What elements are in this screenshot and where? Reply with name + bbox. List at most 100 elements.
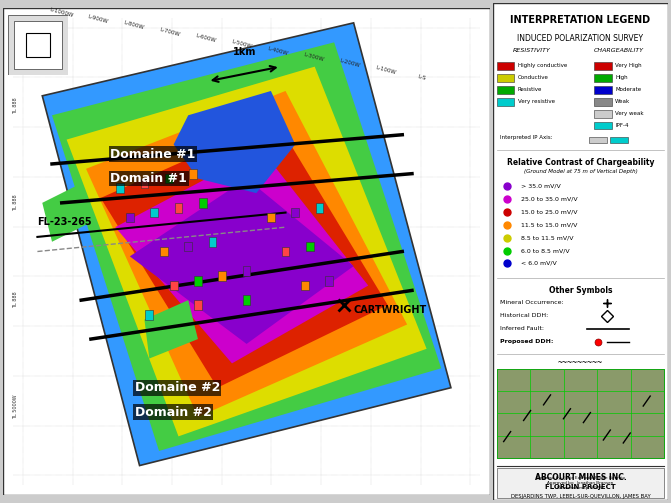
Bar [282, 246, 289, 257]
Text: L-100W: L-100W [375, 65, 397, 75]
Text: L-600W: L-600W [195, 33, 217, 43]
Bar [325, 276, 333, 286]
Text: L-S: L-S [417, 74, 426, 81]
Text: TL 5000W: TL 5000W [13, 395, 18, 420]
Text: Relative Contrast of Chargeability: Relative Contrast of Chargeability [507, 158, 654, 167]
Text: Mineral Occurrence:: Mineral Occurrence: [500, 300, 564, 305]
Text: Domain #2: Domain #2 [135, 405, 211, 418]
Bar [199, 198, 207, 208]
Text: 11.5 to 15.0 mV/V: 11.5 to 15.0 mV/V [521, 222, 578, 227]
Bar [315, 203, 323, 213]
Polygon shape [42, 23, 451, 466]
Polygon shape [144, 300, 198, 359]
Bar [194, 276, 202, 286]
Text: FL-23-265: FL-23-265 [38, 217, 92, 227]
Bar [165, 174, 172, 184]
Text: Highly conductive: Highly conductive [517, 63, 567, 68]
Bar [160, 246, 168, 257]
Text: CARTWRIGHT: CARTWRIGHT [354, 305, 427, 315]
Bar [497, 74, 514, 81]
Text: INDUCED POLARIZATION SURVEY: INDUCED POLARIZATION SURVEY [517, 34, 643, 43]
Bar [243, 295, 250, 305]
Text: 8.5 to 11.5 mV/V: 8.5 to 11.5 mV/V [521, 235, 574, 240]
Bar [189, 169, 197, 179]
Polygon shape [174, 91, 295, 193]
Text: ABCOURT MINES INC.: ABCOURT MINES INC. [535, 473, 626, 482]
Text: L-200W: L-200W [339, 58, 360, 68]
Polygon shape [66, 66, 427, 437]
Text: L-800W: L-800W [123, 21, 144, 31]
Text: TL 888: TL 888 [13, 195, 18, 211]
Polygon shape [101, 120, 388, 388]
Text: Prepared by:  Josie Edwards, Fidore Georgio
Approved by:  Jonathan Bransen
Refer: Prepared by: Josie Edwards, Fidore Georg… [536, 476, 625, 489]
Text: (Ground Model at 75 m of Vertical Depth): (Ground Model at 75 m of Vertical Depth) [523, 169, 637, 174]
Text: IPF-4: IPF-4 [615, 123, 629, 128]
Text: L-500W: L-500W [231, 39, 252, 50]
Bar [595, 110, 612, 118]
Bar [595, 74, 612, 81]
Text: < 6.0 mV/V: < 6.0 mV/V [521, 261, 557, 266]
Text: 1km: 1km [232, 47, 256, 57]
Bar [126, 213, 134, 222]
Text: Weak: Weak [615, 99, 631, 104]
Bar [243, 266, 250, 276]
Text: 25.0 to 35.0 mV/V: 25.0 to 35.0 mV/V [521, 196, 578, 201]
Polygon shape [42, 184, 91, 242]
Text: Interpreted IP Axis:: Interpreted IP Axis: [500, 135, 553, 140]
Bar [497, 98, 514, 106]
Bar [497, 468, 664, 498]
Text: L-400W: L-400W [267, 46, 289, 56]
Text: TL 888: TL 888 [13, 97, 18, 114]
Bar [267, 213, 275, 222]
Bar [589, 137, 607, 143]
Bar [595, 62, 612, 70]
Text: Other Symbols: Other Symbols [549, 286, 612, 295]
Polygon shape [52, 42, 442, 451]
Bar [595, 122, 612, 129]
Bar [26, 33, 50, 57]
Text: 15.0 to 25.0 mV/V: 15.0 to 25.0 mV/V [521, 209, 578, 214]
Bar [209, 237, 217, 246]
Bar [14, 21, 62, 69]
Text: L-300W: L-300W [303, 52, 325, 62]
Bar [306, 242, 314, 252]
Text: L-1000W: L-1000W [49, 7, 74, 18]
Bar [150, 208, 158, 217]
Text: Inferred Fault:: Inferred Fault: [500, 326, 544, 330]
Text: INTERPRETATION LEGEND: INTERPRETATION LEGEND [511, 15, 650, 25]
Bar [194, 300, 202, 310]
Bar [185, 242, 192, 252]
Bar [497, 369, 664, 458]
Text: Resistive: Resistive [517, 87, 542, 92]
Text: DESJARDINS TWP, LEBEL-SUR-QUEVILLON, JAMES BAY: DESJARDINS TWP, LEBEL-SUR-QUEVILLON, JAM… [511, 494, 650, 499]
Text: FLORDIN PROJECT: FLORDIN PROJECT [545, 484, 616, 490]
Bar [497, 86, 514, 94]
Text: Historical DDH:: Historical DDH: [500, 313, 548, 318]
Text: TL 888: TL 888 [13, 292, 18, 308]
Text: Domaine #2: Domaine #2 [135, 381, 220, 394]
Polygon shape [86, 91, 407, 417]
Text: Proposed DDH:: Proposed DDH: [500, 339, 554, 344]
Text: Domain #1: Domain #1 [110, 172, 187, 185]
Bar [610, 137, 627, 143]
Text: CHARGEABILITY: CHARGEABILITY [594, 48, 644, 53]
Text: ~~~~~~~~~: ~~~~~~~~~ [558, 359, 603, 368]
Text: Very resistive: Very resistive [517, 99, 555, 104]
Bar [595, 86, 612, 94]
Text: > 35.0 mV/V: > 35.0 mV/V [521, 183, 561, 188]
Bar [497, 62, 514, 70]
Text: L-900W: L-900W [87, 14, 109, 24]
Text: Moderate: Moderate [615, 87, 641, 92]
Bar [116, 184, 124, 193]
Text: Conductive: Conductive [517, 75, 548, 80]
Text: High: High [615, 75, 628, 80]
Bar [301, 281, 309, 290]
Bar [146, 310, 153, 319]
Bar [218, 271, 226, 281]
Polygon shape [115, 149, 368, 363]
Text: L-700W: L-700W [159, 27, 180, 37]
Polygon shape [130, 179, 354, 344]
Bar [140, 179, 148, 188]
Bar [291, 208, 299, 217]
Text: Very High: Very High [615, 63, 642, 68]
